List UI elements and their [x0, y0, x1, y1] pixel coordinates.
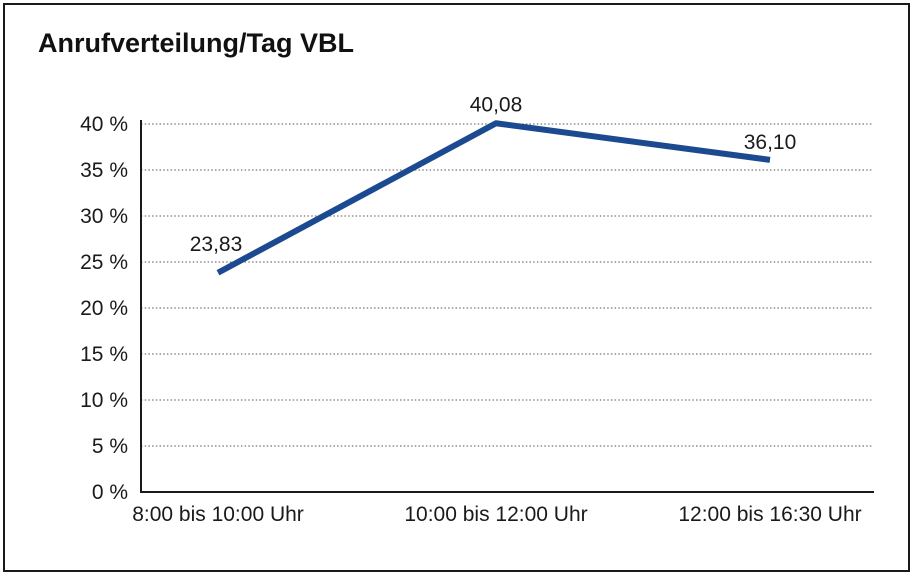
y-tick-label: 10 %	[80, 389, 128, 412]
y-tick-label: 5 %	[92, 435, 128, 458]
y-tick-label: 35 %	[80, 159, 128, 182]
chart-border-frame	[3, 3, 910, 572]
data-point-label: 36,10	[744, 131, 797, 154]
x-category-label: 10:00 bis 12:00 Uhr	[404, 503, 587, 526]
y-tick-label: 15 %	[80, 343, 128, 366]
y-tick-label: 25 %	[80, 251, 128, 274]
chart-title: Anrufverteilung/Tag VBL	[38, 28, 355, 58]
data-point-label: 23,83	[190, 233, 243, 256]
y-tick-label: 0 %	[92, 481, 128, 504]
data-point-label: 40,08	[470, 93, 523, 116]
x-category-label: 12:00 bis 16:30 Uhr	[678, 503, 861, 526]
data-line	[216, 120, 771, 276]
x-category-label: 8:00 bis 10:00 Uhr	[132, 503, 304, 526]
y-tick-label: 40 %	[80, 113, 128, 136]
y-tick-label: 30 %	[80, 205, 128, 228]
y-tick-label: 20 %	[80, 297, 128, 320]
